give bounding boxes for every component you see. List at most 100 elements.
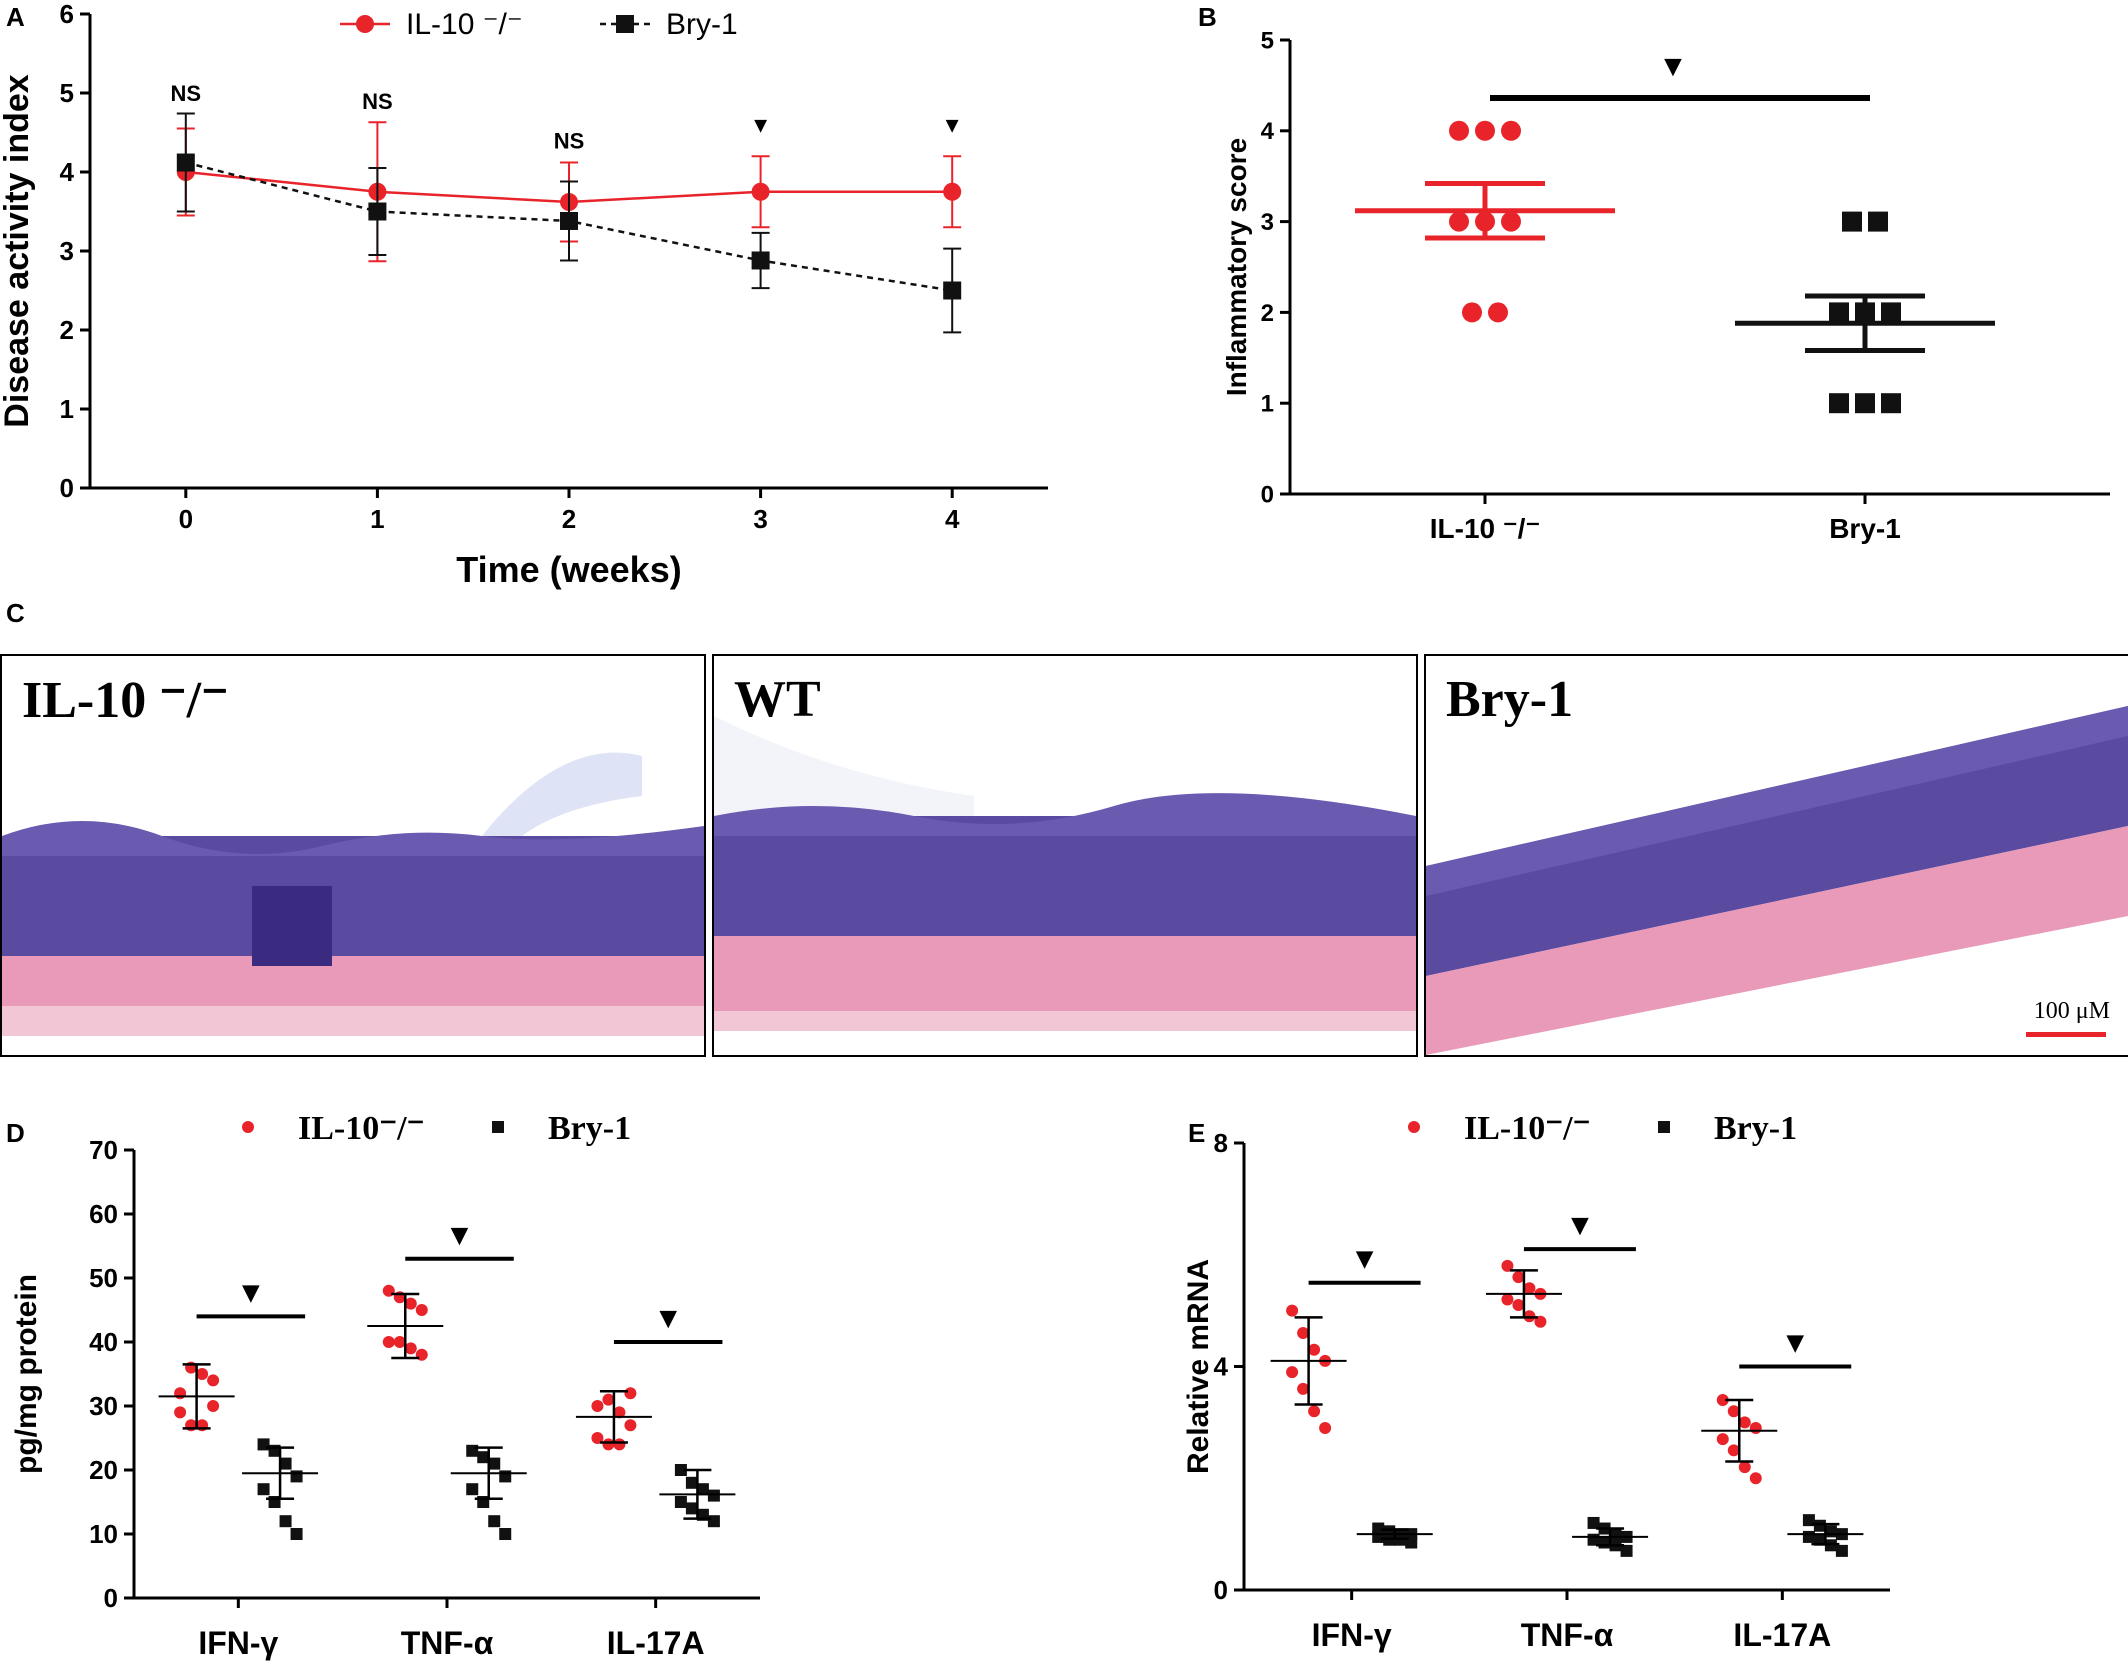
panel-label-a: A	[6, 2, 25, 32]
chart-d-significance-mark: ▼	[445, 1219, 475, 1252]
chart-a-annotation: ▼	[941, 113, 963, 138]
chart-d-point	[257, 1483, 270, 1496]
chart-d-y-tick-label: 60	[89, 1199, 118, 1229]
chart-e-point	[1824, 1525, 1837, 1538]
chart-d-point	[602, 1393, 615, 1406]
chart-e-point	[1587, 1516, 1600, 1529]
chart-d-x-tick-label: TNF-α	[401, 1625, 494, 1661]
chart-e-point	[1727, 1444, 1740, 1457]
chart-e-legend-marker	[1658, 1121, 1670, 1133]
chart-e-point	[1372, 1530, 1385, 1543]
chart-a-point	[751, 182, 770, 201]
chart-d-point	[696, 1483, 709, 1496]
chart-e-point	[1297, 1382, 1310, 1395]
chart-d-point	[624, 1419, 637, 1432]
chart-b-y-axis-title: Inflammatory score	[1221, 138, 1252, 396]
chart-e-significance-mark: ▼	[1350, 1243, 1380, 1276]
image-title-wt: WT	[734, 671, 821, 728]
image-title-bry1: Bry-1	[1446, 671, 1574, 728]
chart-e-point	[1534, 1315, 1547, 1328]
chart-d-y-tick-label: 70	[89, 1135, 118, 1165]
panel-label-d: D	[6, 1118, 25, 1148]
chart-a-x-tick-label: 3	[753, 504, 767, 534]
chart-e-point	[1716, 1433, 1729, 1446]
chart-b-point	[1829, 302, 1849, 323]
chart-a-point	[751, 251, 770, 270]
chart-e-point	[1308, 1405, 1321, 1418]
chart-e-point	[1501, 1293, 1514, 1306]
chart-a-y-tick-label: 5	[60, 78, 74, 108]
chart-d-point	[415, 1304, 428, 1316]
chart-e-point	[1738, 1461, 1751, 1474]
chart-e-y-tick-label: 8	[1214, 1128, 1228, 1158]
chart-d-point	[591, 1400, 604, 1412]
scale-bar-label: 100 μM	[2033, 998, 2110, 1024]
chart-a-point	[943, 182, 962, 201]
chart-e-significance-mark: ▼	[1780, 1327, 1810, 1360]
chart-a-y-tick-label: 6	[60, 0, 74, 29]
chart-d-y-tick-label: 0	[104, 1583, 118, 1613]
chart-b-y-tick-label: 1	[1261, 391, 1274, 418]
chart-d-point	[404, 1297, 417, 1310]
chart-e-point	[1501, 1259, 1514, 1272]
chart-d-x-tick-label: IL-17A	[607, 1625, 705, 1661]
panel-label-c: C	[6, 598, 25, 628]
chart-a-point	[176, 153, 195, 172]
chart-d-significance-mark: ▼	[653, 1302, 683, 1335]
tissue-section-il10	[2, 752, 704, 1036]
chart-a-x-tick-label: 4	[945, 504, 960, 534]
chart-a-y-axis-title: Disease activity index	[0, 74, 36, 428]
chart-d-point	[382, 1336, 395, 1348]
chart-a-legend-label: IL-10 ⁻/⁻	[406, 8, 523, 41]
chart-e-point	[1598, 1536, 1611, 1549]
chart-d-y-tick-label: 40	[89, 1327, 118, 1357]
chart-b-point	[1881, 302, 1901, 323]
chart-b-point	[1855, 393, 1875, 414]
chart-e-x-tick-label: TNF-α	[1521, 1617, 1614, 1653]
chart-d-point	[207, 1400, 220, 1412]
chart-e-point	[1587, 1533, 1600, 1546]
chart-a-y-tick-label: 0	[60, 473, 74, 503]
chart-d-point	[707, 1515, 720, 1528]
histology-image-bry1: Bry-1 100 μM	[1424, 654, 2128, 1057]
chart-a-point	[943, 281, 962, 300]
chart-b-point	[1462, 302, 1482, 323]
chart-a-x-tick-label: 2	[562, 504, 576, 534]
chart-e-point	[1286, 1304, 1299, 1317]
chart-d-y-tick-label: 20	[89, 1455, 118, 1485]
chart-d-point	[279, 1515, 292, 1528]
histology-image-wt: WT	[712, 654, 1418, 1057]
chart-d-point	[685, 1502, 698, 1515]
chart-e-point	[1286, 1366, 1299, 1379]
chart-a-annotation: NS	[171, 81, 202, 106]
chart-d-point	[613, 1406, 626, 1419]
chart-d-y-tick-label: 10	[89, 1519, 118, 1549]
chart-a-legend-marker	[616, 15, 634, 33]
chart-d-legend-label: IL-10⁻/⁻	[298, 1110, 425, 1147]
chart-a-y-tick-label: 3	[60, 236, 74, 266]
chart-e-y-tick-label: 4	[1214, 1352, 1229, 1382]
chart-a-annotation: NS	[362, 89, 393, 114]
chart-d-point	[290, 1528, 303, 1540]
chart-d-y-tick-label: 50	[89, 1263, 118, 1293]
chart-d-point	[613, 1438, 626, 1451]
chart-e-x-tick-label: IL-17A	[1733, 1617, 1831, 1653]
chart-a-y-tick-label: 4	[60, 157, 75, 187]
chart-b-point	[1501, 211, 1521, 232]
chart-a-legend-marker	[356, 15, 374, 33]
chart-d-point	[674, 1496, 687, 1508]
panel-label-e: E	[1188, 1118, 1206, 1148]
chart-b-y-tick-label: 5	[1261, 27, 1274, 54]
chart-d-point	[499, 1528, 512, 1540]
chart-d-point	[624, 1387, 637, 1400]
chart-e-point	[1738, 1416, 1751, 1429]
chart-a-legend-label: Bry-1	[666, 8, 738, 41]
chart-e-point	[1727, 1405, 1740, 1418]
chart-e-point	[1835, 1544, 1848, 1557]
chart-b-y-tick-label: 0	[1261, 481, 1274, 508]
chart-e-point	[1319, 1421, 1332, 1434]
chart-b-y-tick-label: 4	[1261, 118, 1275, 145]
chart-a-y-tick-label: 1	[60, 394, 74, 424]
chart-b-point	[1475, 120, 1495, 141]
chart-e-point	[1749, 1472, 1762, 1485]
